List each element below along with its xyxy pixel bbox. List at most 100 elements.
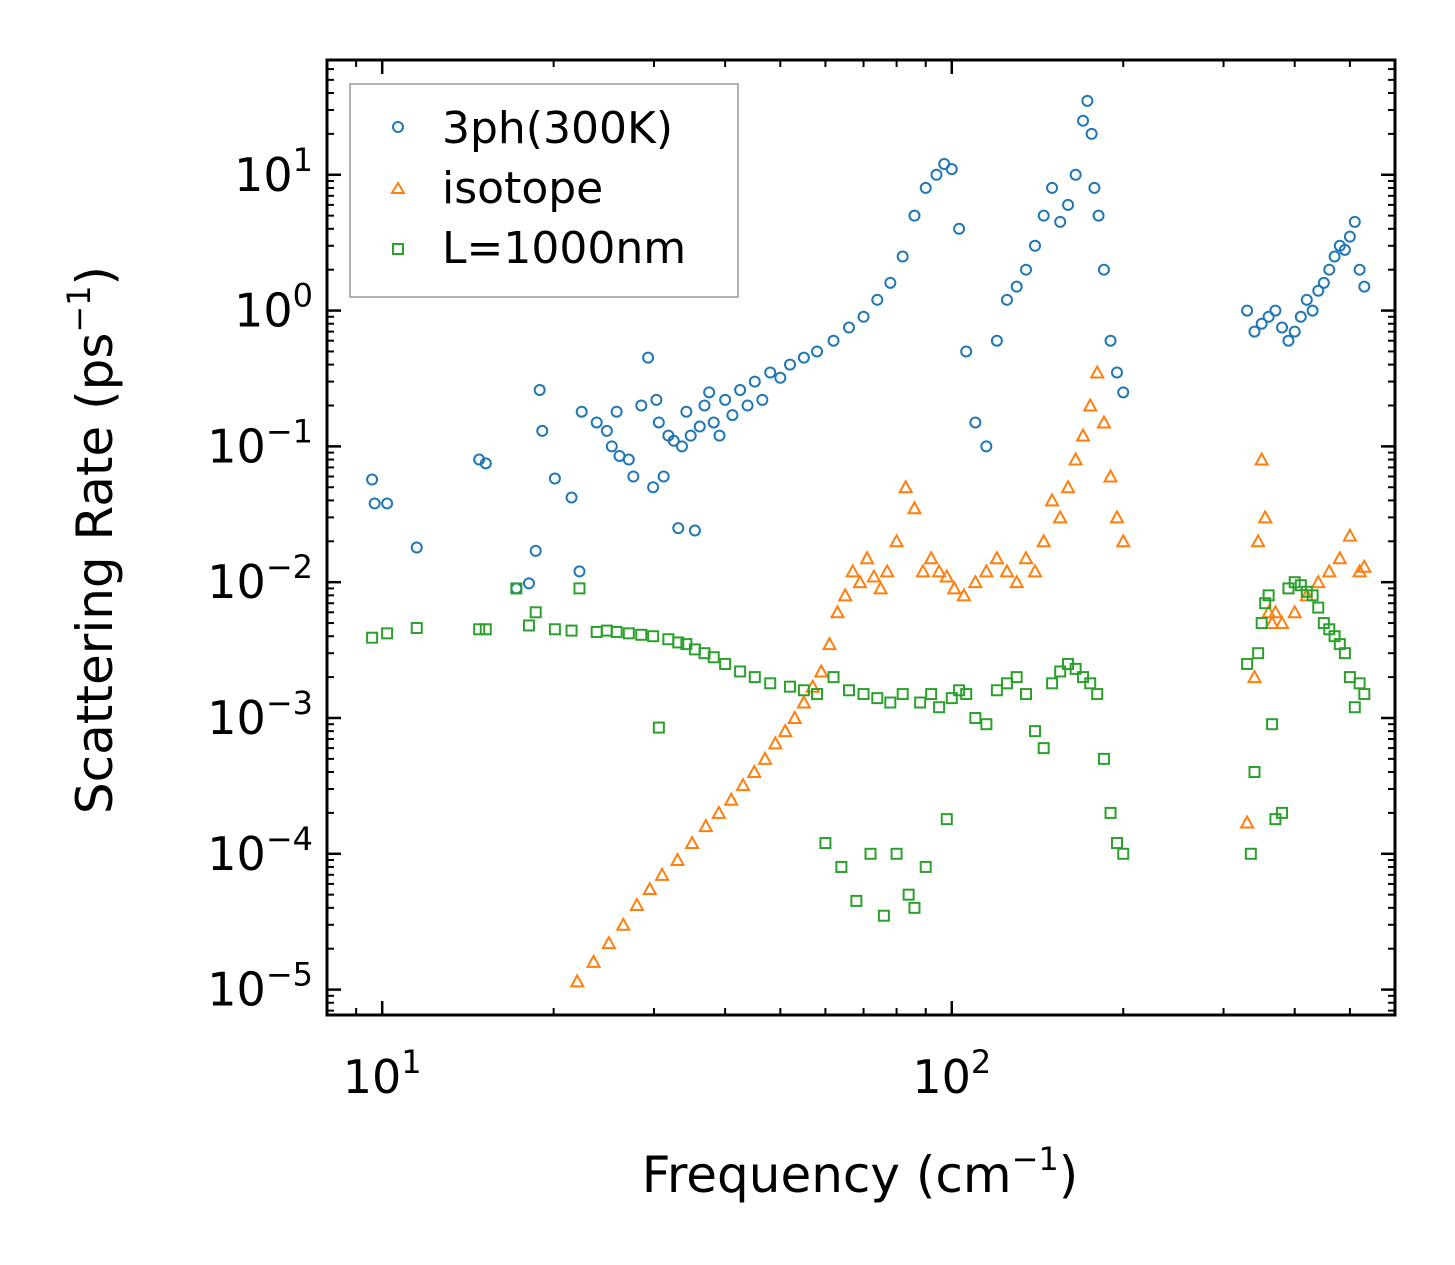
data-point (857, 688, 870, 701)
data-point (719, 657, 732, 670)
data-point (827, 334, 840, 347)
data-point (969, 416, 982, 429)
data-point (1244, 847, 1257, 860)
data-point (662, 633, 675, 646)
legend-label-l1000nm: L=1000nm (442, 223, 686, 274)
data-point (684, 834, 700, 850)
data-point (797, 684, 810, 697)
data-point (650, 393, 663, 406)
data-point (1255, 617, 1268, 630)
y-tick-label: 10−2 (207, 548, 313, 609)
data-point (1252, 647, 1265, 660)
data-point (1274, 614, 1290, 630)
data-point (748, 671, 761, 684)
data-point (1110, 366, 1123, 379)
data-point (774, 371, 787, 384)
data-point (654, 866, 670, 881)
data-point (1084, 677, 1097, 690)
data-point (980, 718, 993, 731)
data-point (610, 405, 623, 418)
data-point (945, 692, 958, 705)
data-point (1000, 293, 1013, 306)
data-point (1343, 230, 1356, 243)
legend-item-l1000nm: L=1000nm (392, 223, 686, 274)
data-point (1257, 509, 1273, 524)
data-point (1010, 671, 1023, 684)
data-point (410, 541, 423, 554)
series-isotope (569, 364, 1372, 988)
data-point (1102, 468, 1119, 483)
legend-label-3ph: 3ph(300K) (442, 103, 673, 154)
data-point (479, 623, 492, 636)
data-point (1117, 386, 1130, 399)
data-point (1020, 263, 1033, 276)
data-point (652, 721, 665, 734)
data-point (967, 574, 984, 589)
data-point (866, 568, 882, 583)
data-point (1312, 284, 1325, 297)
data-point (850, 894, 863, 907)
data-point (1077, 671, 1090, 684)
data-point (1255, 317, 1268, 330)
data-point (688, 524, 701, 537)
data-point (930, 168, 943, 181)
data-point (764, 677, 777, 690)
data-point (647, 481, 660, 494)
data-point (698, 399, 711, 412)
data-point (635, 628, 648, 641)
data-point (1282, 334, 1295, 347)
data-point (945, 163, 958, 176)
data-point (1353, 677, 1366, 690)
data-point (1300, 293, 1313, 306)
data-point (1069, 168, 1082, 181)
data-point (1348, 701, 1361, 714)
data-point (1264, 614, 1280, 630)
data-point (960, 688, 973, 701)
legend-item-3ph: 3ph(300K) (392, 103, 673, 154)
data-point (1262, 310, 1275, 323)
data-point (642, 351, 655, 364)
data-point (510, 582, 523, 595)
data-point (940, 813, 953, 826)
series-L=1000nm (366, 576, 1371, 922)
data-point (368, 497, 381, 510)
data-point (734, 665, 747, 678)
data-point (381, 497, 394, 510)
data-point (1000, 677, 1013, 690)
legend-item-isotope: isotope (390, 163, 603, 214)
data-point (1323, 263, 1336, 276)
y-tick-label: 10−3 (207, 684, 313, 745)
data-point (1306, 589, 1319, 602)
data-point (1276, 806, 1289, 819)
data-point (1036, 533, 1052, 548)
data-point (902, 888, 915, 901)
legend-frame (349, 83, 739, 298)
legend-marker-triangle-icon (390, 181, 406, 194)
data-point (1342, 527, 1358, 542)
data-point (1062, 198, 1075, 211)
data-point (1276, 321, 1289, 334)
data-point (522, 619, 535, 632)
data-point (837, 587, 853, 602)
plot-frame (325, 58, 1397, 1017)
data-point (1092, 209, 1105, 222)
data-point (680, 405, 693, 418)
data-point (1269, 304, 1282, 317)
data-point (1085, 127, 1098, 140)
data-point (864, 847, 877, 860)
data-point (1052, 509, 1068, 524)
data-point (1262, 589, 1275, 602)
data-point (888, 533, 905, 548)
data-point (522, 577, 535, 590)
data-point (1282, 582, 1295, 595)
data-point (1358, 280, 1371, 293)
data-point (1075, 427, 1091, 442)
data-point (756, 393, 769, 406)
data-point (956, 587, 972, 602)
data-point (1117, 847, 1130, 860)
data-point (529, 606, 542, 619)
data-point (906, 500, 923, 515)
data-point (657, 470, 670, 483)
data-point (1312, 601, 1325, 614)
data-point (1259, 597, 1272, 610)
